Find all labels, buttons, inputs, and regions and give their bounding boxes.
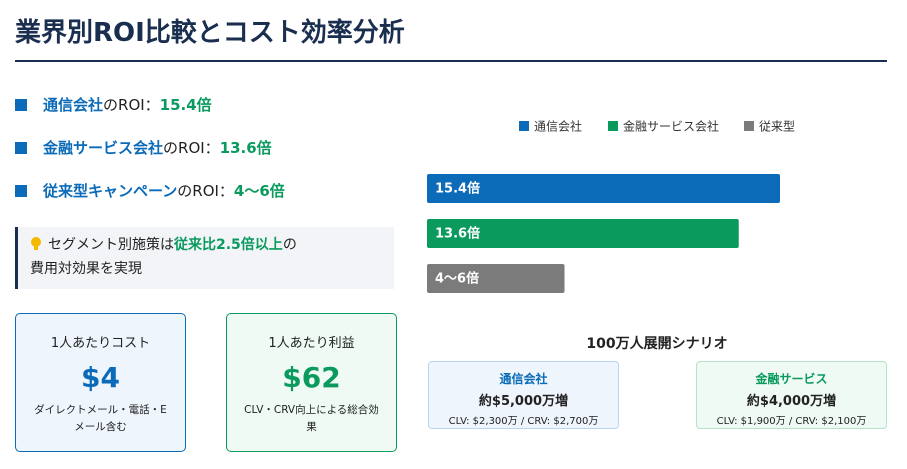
card-note: ダイレクトメール・電話・Eメール含む — [34, 404, 167, 433]
legend-label: 従来型 — [759, 120, 795, 134]
callout-highlight: 従来比2.5倍以上 — [174, 237, 283, 253]
card-note: CLV・CRV向上による総合効果 — [244, 404, 379, 433]
bullet-label: 金融サービス会社 — [43, 139, 164, 157]
bar — [427, 219, 739, 248]
bullet-label: 通信会社 — [43, 96, 104, 114]
bar-label: 4〜6倍 — [435, 271, 479, 287]
scenario-box: 金融サービス 約$4,000万増 CLV: $1,900万 / CRV: $2,… — [696, 361, 887, 429]
box-value: 約$4,000万増 — [746, 394, 837, 409]
bar — [427, 264, 565, 293]
callout-text: セグメント別施策は — [48, 237, 174, 253]
box-detail: CLV: $1,900万 / CRV: $2,100万 — [716, 416, 867, 427]
box-detail: CLV: $2,300万 / CRV: $2,700万 — [448, 416, 599, 427]
bullet: 通信会社 のROI： 15.4倍 — [15, 94, 212, 115]
card: 1人あたり利益 $62 CLV・CRV向上による総合効果 — [226, 313, 397, 452]
box-label: 金融サービス — [755, 372, 828, 386]
card-title: 1人あたり利益 — [268, 336, 355, 351]
scenario-title: 100万人展開シナリオ — [586, 336, 728, 352]
legend-label: 通信会社 — [534, 119, 582, 134]
box-label: 通信会社 — [499, 372, 548, 386]
bar-label: 15.4倍 — [435, 181, 480, 197]
card-value: $4 — [81, 361, 120, 394]
bar — [427, 174, 780, 203]
bar-label: 13.6倍 — [435, 226, 480, 242]
bullet-text: のROI： — [103, 96, 160, 114]
bullet-text: のROI： — [177, 182, 234, 200]
card-value: $62 — [282, 361, 341, 394]
bullet: 従来型キャンペーン のROI： 4〜6倍 — [15, 180, 285, 201]
legend-label: 金融サービス会社 — [623, 119, 719, 134]
box-value: 約$5,000万増 — [478, 394, 569, 409]
title: 業界別ROI比較とコスト効率分析 — [15, 18, 405, 48]
legend-swatch — [608, 121, 618, 131]
bullet-value: 4〜6倍 — [233, 182, 285, 200]
bullet-value: 13.6倍 — [219, 139, 272, 157]
card: 1人あたりコスト $4 ダイレクトメール・電話・Eメール含む — [15, 313, 186, 452]
scenario-box: 通信会社 約$5,000万増 CLV: $2,300万 / CRV: $2,70… — [428, 361, 619, 429]
legend-swatch — [519, 121, 529, 131]
bullet-value: 15.4倍 — [159, 96, 212, 114]
legend-swatch — [744, 121, 754, 131]
callout: セグメント別施策は従来比2.5倍以上の費用対効果を実現 — [15, 227, 394, 289]
bullet: 金融サービス会社 のROI： 13.6倍 — [15, 137, 272, 158]
chart: 通信会社 金融サービス会社 従来型 15.4倍 13.6倍 4〜6倍 — [427, 119, 795, 293]
callout-tail: の — [282, 237, 297, 253]
divider — [15, 60, 887, 62]
callout-line2: 費用対効果を実現 — [30, 261, 142, 277]
card-title: 1人あたりコスト — [50, 336, 151, 351]
bulb-icon — [31, 237, 41, 250]
bullet-label: 従来型キャンペーン — [43, 182, 178, 200]
bullet-text: のROI： — [163, 139, 220, 157]
